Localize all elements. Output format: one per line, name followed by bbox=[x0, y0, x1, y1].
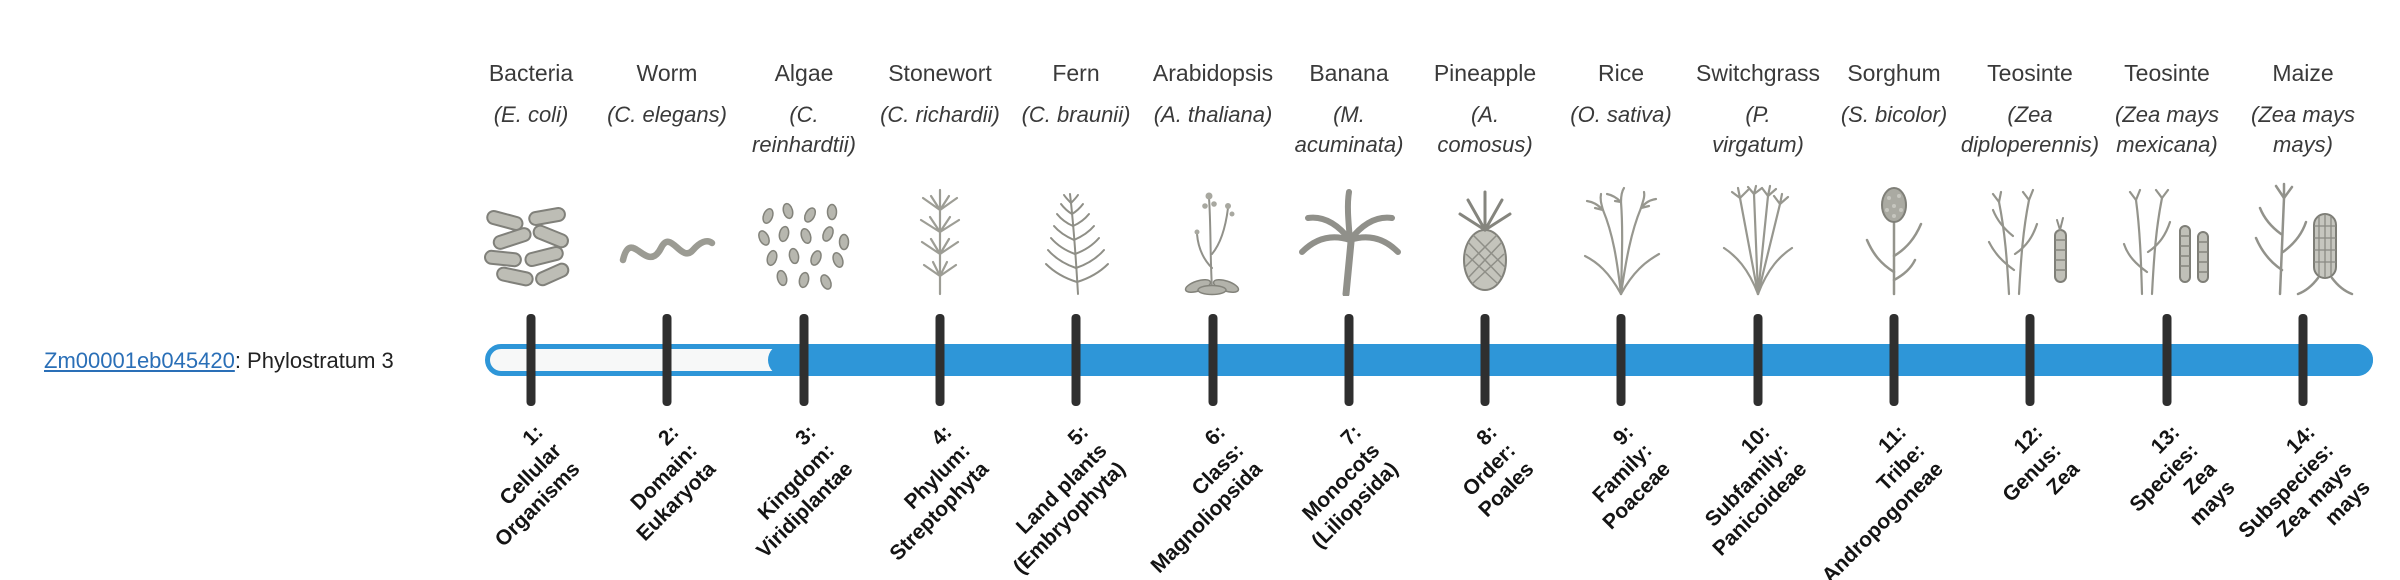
phylostratum-label: 6: Class: Magnoliopsida bbox=[1146, 420, 1267, 578]
gene-label: Zm00001eb045420: Phylostratum 3 bbox=[44, 345, 394, 377]
phylostratum-label: 13: Species: Zea mays bbox=[2125, 420, 2240, 531]
phylostratum-tick bbox=[799, 314, 809, 406]
organism-common-name: Teosinte bbox=[1987, 60, 2073, 86]
sorghum-icon bbox=[1814, 172, 1974, 296]
organism-scientific-name: (Zea diploperennis) bbox=[1960, 102, 2100, 157]
organism-common-name: Maize bbox=[2272, 60, 2334, 86]
organism-common-name: Bacteria bbox=[488, 60, 574, 86]
bacteria-icon bbox=[451, 172, 611, 296]
organism-common-name: Fern bbox=[1052, 60, 1100, 86]
organism-scientific-name: (A. thaliana) bbox=[1153, 102, 1273, 127]
organism-scientific-name: (Zea mays mays) bbox=[2251, 102, 2355, 157]
phylostratum-label: 2: Domain: Eukaryota bbox=[626, 420, 721, 546]
phylostratum-tick bbox=[1889, 314, 1899, 406]
organism-common-name: Arabidopsis bbox=[1152, 60, 1274, 86]
phylostratum-label: 14: Subspecies: Zea mays mays bbox=[2234, 420, 2376, 543]
organism-scientific-name: (S. bicolor) bbox=[1840, 102, 1948, 127]
stonewort-icon bbox=[860, 172, 1020, 296]
switchgrass-icon bbox=[1678, 172, 1838, 296]
organism-scientific-name: (C. reinhardtii) bbox=[752, 102, 856, 157]
organism-scientific-name: (C. braunii) bbox=[1021, 102, 1131, 127]
teosinte-diplo-icon bbox=[1950, 172, 2110, 296]
rice-icon bbox=[1541, 172, 1701, 296]
organism-scientific-name: (C. elegans) bbox=[607, 102, 727, 127]
phylostratum-label: 11: Tribe: Andropogoneae bbox=[1817, 420, 1948, 580]
organism-common-name: Switchgrass bbox=[1696, 60, 1820, 86]
arabidopsis-icon bbox=[1133, 172, 1293, 296]
organism-scientific-name: (P. virgatum) bbox=[1712, 102, 1804, 157]
organism-common-name: Stonewort bbox=[888, 60, 992, 86]
phylostratum-tick bbox=[935, 314, 945, 406]
phylostratum-label: 3: Kingdom: Viridiplantae bbox=[752, 420, 858, 563]
algae-icon bbox=[724, 172, 884, 296]
gene-id-link[interactable]: Zm00001eb045420 bbox=[44, 348, 235, 373]
banana-icon bbox=[1269, 172, 1429, 296]
organism-scientific-name: (A. comosus) bbox=[1437, 102, 1533, 157]
phylostratum-label: 9: Family: Poaceae bbox=[1588, 420, 1675, 535]
worm-icon bbox=[587, 172, 747, 296]
organism-common-name: Rice bbox=[1597, 60, 1644, 86]
organism-scientific-name: (M. acuminata) bbox=[1294, 102, 1404, 157]
phylostratum-tick bbox=[1071, 314, 1081, 406]
phylostratum-tick bbox=[1208, 314, 1218, 406]
phylostratum-tick bbox=[2025, 314, 2035, 406]
phylostratum-label: 4: Phylum: Streptophyta bbox=[885, 420, 994, 566]
fern-icon bbox=[996, 172, 1156, 296]
phylostrata-bar-fill bbox=[768, 344, 2373, 376]
organism-common-name: Banana bbox=[1309, 60, 1389, 86]
organism-scientific-name: (E. coli) bbox=[493, 102, 569, 127]
organism-scientific-name: (Zea mays mexicana) bbox=[2115, 102, 2219, 157]
organism-common-name: Pineapple bbox=[1433, 60, 1537, 86]
phylostratum-label: 5: Land plants (Embryophyta) bbox=[1008, 420, 1130, 579]
phylostratum-label: 7: Monocots (Liliopsida) bbox=[1297, 420, 1403, 553]
phylostratum-tick bbox=[1344, 314, 1354, 406]
phylostratum-label: 12: Genus: Zea bbox=[1997, 420, 2084, 507]
phylostratum-tick bbox=[1480, 314, 1490, 406]
phylostratum-tick bbox=[2162, 314, 2172, 406]
phylostratum-label: 1: Cellular Organisms bbox=[490, 420, 585, 552]
phylostratum-label: 8: Order: Poales bbox=[1458, 420, 1539, 522]
phylostratum-tick bbox=[1753, 314, 1763, 406]
organism-scientific-name: (C. richardii) bbox=[880, 102, 1000, 127]
teosinte-mex-icon bbox=[2087, 172, 2247, 296]
phylostratum-tick bbox=[662, 314, 672, 406]
gene-phylostratum-text: : Phylostratum 3 bbox=[234, 348, 394, 373]
phylostratum-tick bbox=[526, 314, 536, 406]
organism-common-name: Sorghum bbox=[1847, 60, 1941, 86]
organism-common-name: Algae bbox=[774, 60, 834, 86]
pineapple-icon bbox=[1405, 172, 1565, 296]
maize-icon bbox=[2223, 172, 2383, 296]
phylostratum-tick bbox=[2298, 314, 2308, 406]
organism-common-name: Worm bbox=[636, 60, 698, 86]
organism-scientific-name: (O. sativa) bbox=[1570, 102, 1672, 127]
organism-common-name: Teosinte bbox=[2124, 60, 2210, 86]
phylostratum-tick bbox=[1616, 314, 1626, 406]
